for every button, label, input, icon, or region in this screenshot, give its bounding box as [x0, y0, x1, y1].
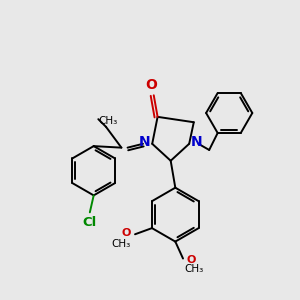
Text: Cl: Cl	[83, 216, 97, 229]
Text: CH₃: CH₃	[98, 116, 117, 126]
Text: N: N	[191, 135, 203, 149]
Text: O: O	[146, 77, 158, 92]
Text: CH₃: CH₃	[112, 238, 131, 248]
Text: CH₃: CH₃	[184, 264, 203, 274]
Text: O: O	[122, 228, 131, 238]
Text: N: N	[139, 135, 150, 149]
Text: O: O	[187, 255, 196, 265]
